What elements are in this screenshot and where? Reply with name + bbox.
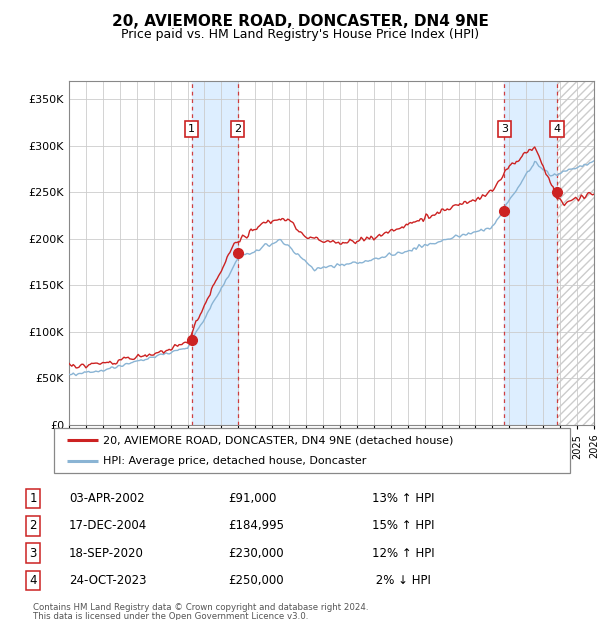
Text: 3: 3 xyxy=(501,124,508,134)
Bar xyxy=(192,81,238,425)
Text: 17-DEC-2004: 17-DEC-2004 xyxy=(69,520,147,532)
Text: 4: 4 xyxy=(29,574,37,587)
Text: 1: 1 xyxy=(29,492,37,505)
Text: £91,000: £91,000 xyxy=(228,492,277,505)
Text: 24-OCT-2023: 24-OCT-2023 xyxy=(69,574,146,587)
Text: 2: 2 xyxy=(29,520,37,532)
Text: £184,995: £184,995 xyxy=(228,520,284,532)
FancyBboxPatch shape xyxy=(54,428,570,473)
Text: Contains HM Land Registry data © Crown copyright and database right 2024.: Contains HM Land Registry data © Crown c… xyxy=(33,603,368,612)
Text: 1: 1 xyxy=(188,124,195,134)
Text: £230,000: £230,000 xyxy=(228,547,284,559)
Text: 13% ↑ HPI: 13% ↑ HPI xyxy=(372,492,434,505)
Text: 4: 4 xyxy=(553,124,560,134)
Text: 20, AVIEMORE ROAD, DONCASTER, DN4 9NE: 20, AVIEMORE ROAD, DONCASTER, DN4 9NE xyxy=(112,14,488,29)
Text: 18-SEP-2020: 18-SEP-2020 xyxy=(69,547,144,559)
Text: 2: 2 xyxy=(234,124,241,134)
Text: 3: 3 xyxy=(29,547,37,559)
Text: Price paid vs. HM Land Registry's House Price Index (HPI): Price paid vs. HM Land Registry's House … xyxy=(121,28,479,41)
Text: This data is licensed under the Open Government Licence v3.0.: This data is licensed under the Open Gov… xyxy=(33,612,308,620)
Text: 2% ↓ HPI: 2% ↓ HPI xyxy=(372,574,431,587)
Text: 03-APR-2002: 03-APR-2002 xyxy=(69,492,145,505)
Bar xyxy=(557,81,594,425)
Text: £250,000: £250,000 xyxy=(228,574,284,587)
Text: HPI: Average price, detached house, Doncaster: HPI: Average price, detached house, Donc… xyxy=(103,456,367,466)
Text: 20, AVIEMORE ROAD, DONCASTER, DN4 9NE (detached house): 20, AVIEMORE ROAD, DONCASTER, DN4 9NE (d… xyxy=(103,435,454,446)
Text: 12% ↑ HPI: 12% ↑ HPI xyxy=(372,547,434,559)
Bar xyxy=(505,81,557,425)
Text: 15% ↑ HPI: 15% ↑ HPI xyxy=(372,520,434,532)
